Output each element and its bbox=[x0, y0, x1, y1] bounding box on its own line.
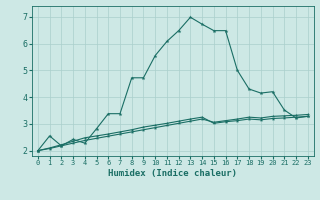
X-axis label: Humidex (Indice chaleur): Humidex (Indice chaleur) bbox=[108, 169, 237, 178]
